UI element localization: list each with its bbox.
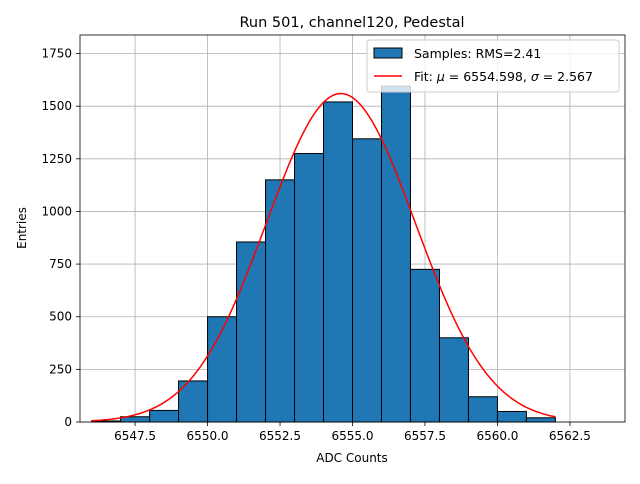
x-axis-label: ADC Counts: [316, 451, 388, 465]
histogram-bar: [496, 410, 527, 423]
histogram-bar: [525, 417, 556, 423]
x-tick-label: 6550.0: [187, 429, 229, 443]
legend: Samples: RMS=2.41 Fit: μ = 6554.598, σ =…: [366, 39, 620, 93]
legend-box: [366, 39, 620, 93]
x-tick-label: 6552.5: [259, 429, 301, 443]
x-tick-label: 6560.0: [476, 429, 518, 443]
legend-fit-sigma: σ: [531, 69, 540, 84]
histogram-bar: [467, 396, 498, 423]
x-tick-label: 6557.5: [404, 429, 446, 443]
histogram-bars: [91, 85, 556, 423]
y-axis-label: Entries: [15, 207, 29, 249]
histogram-bar: [352, 138, 382, 423]
x-axis-ticks: 6547.5 6550.0 6552.5 6555.0 6557.5 6560.0 6562…: [114, 422, 591, 443]
chart-title: Run 501, channel120, Pedestal: [239, 15, 464, 31]
histogram-bar: [438, 337, 469, 423]
y-tick-label: 1500: [41, 99, 72, 113]
x-tick-label: 6547.5: [114, 429, 156, 443]
y-tick-label: 1250: [41, 152, 72, 166]
legend-fit-suffix: = 2.567: [539, 69, 593, 84]
histogram-bar: [380, 85, 411, 423]
legend-fit-mid: = 6554.598,: [445, 69, 531, 84]
histogram-bar: [207, 316, 238, 423]
histogram-bar: [236, 241, 267, 423]
histogram-bar: [149, 409, 180, 423]
legend-fit-mu: μ: [436, 69, 445, 84]
legend-histogram-swatch: [373, 47, 403, 59]
y-tick-label: 500: [49, 310, 72, 324]
y-tick-label: 750: [49, 257, 72, 271]
legend-fit-label: Fit: μ = 6554.598, σ = 2.567: [414, 69, 593, 84]
histogram-bar: [323, 101, 354, 423]
x-tick-label: 6562.5: [549, 429, 591, 443]
histogram-bar: [409, 268, 440, 423]
y-tick-label: 0: [64, 415, 72, 429]
x-tick-label: 6555.0: [332, 429, 374, 443]
y-tick-label: 250: [49, 362, 72, 376]
y-tick-label: 1000: [41, 204, 72, 218]
histogram-bar: [294, 153, 325, 423]
legend-histogram-label: Samples: RMS=2.41: [414, 46, 541, 61]
histogram-bar: [265, 179, 296, 423]
y-axis-ticks: 0 250 500 750 1000 1250 1500 1750: [41, 47, 80, 429]
y-tick-label: 1750: [41, 47, 72, 61]
legend-fit-prefix: Fit:: [414, 69, 437, 84]
fit-curve: [91, 92, 556, 422]
